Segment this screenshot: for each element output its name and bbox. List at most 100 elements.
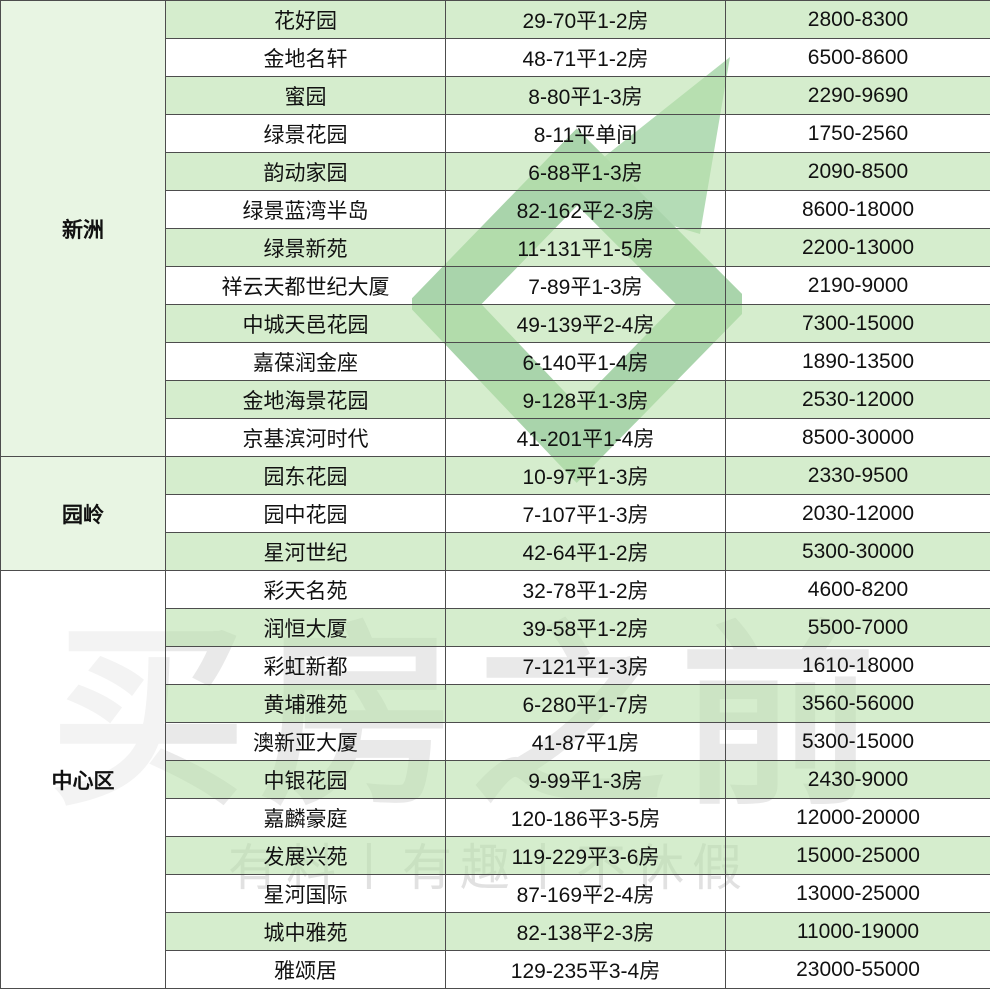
community-cell: 嘉葆润金座 (165, 342, 446, 381)
size-cell: 42-64平1-2房 (445, 532, 726, 571)
community-cell: 中银花园 (165, 760, 446, 799)
size-cell: 6-88平1-3房 (445, 152, 726, 191)
size-cell: 11-131平1-5房 (445, 228, 726, 267)
table-row: 园中花园 7-107平1-3房 2030-12000 (0, 494, 990, 533)
community-cell: 星河国际 (165, 874, 446, 913)
size-cell: 6-140平1-4房 (445, 342, 726, 381)
district-cell: 园岭 (0, 456, 166, 571)
table-row: 星河国际 87-169平2-4房 13000-25000 (0, 874, 990, 913)
size-cell: 87-169平2-4房 (445, 874, 726, 913)
price-cell: 5300-15000 (725, 722, 990, 761)
community-cell: 园中花园 (165, 494, 446, 533)
community-cell: 绿景蓝湾半岛 (165, 190, 446, 229)
price-cell: 2430-9000 (725, 760, 990, 799)
table-row: 嘉葆润金座 6-140平1-4房 1890-13500 (0, 342, 990, 381)
community-cell: 发展兴苑 (165, 836, 446, 875)
community-cell: 彩天名苑 (165, 570, 446, 609)
district-cell: 新洲 (0, 0, 166, 457)
price-cell: 1750-2560 (725, 114, 990, 153)
size-cell: 8-11平单间 (445, 114, 726, 153)
community-cell: 城中雅苑 (165, 912, 446, 951)
community-cell: 园东花园 (165, 456, 446, 495)
size-cell: 9-99平1-3房 (445, 760, 726, 799)
community-cell: 中城天邑花园 (165, 304, 446, 343)
table-row: 祥云天都世纪大厦 7-89平1-3房 2190-9000 (0, 266, 990, 305)
table-row: 中城天邑花园 49-139平2-4房 7300-15000 (0, 304, 990, 343)
price-cell: 13000-25000 (725, 874, 990, 913)
size-cell: 8-80平1-3房 (445, 76, 726, 115)
price-cell: 5300-30000 (725, 532, 990, 571)
community-cell: 韵动家园 (165, 152, 446, 191)
size-cell: 7-107平1-3房 (445, 494, 726, 533)
table-row: 新洲 花好园 29-70平1-2房 2800-8300 (0, 0, 990, 457)
size-cell: 7-121平1-3房 (445, 646, 726, 685)
price-cell: 12000-20000 (725, 798, 990, 837)
table-row: 星河世纪 42-64平1-2房 5300-30000 (0, 532, 990, 571)
community-cell: 花好园 (165, 0, 446, 39)
size-cell: 129-235平3-4房 (445, 950, 726, 989)
size-cell: 82-138平2-3房 (445, 912, 726, 951)
table-row: 金地名轩 48-71平1-2房 6500-8600 (0, 38, 990, 77)
community-cell: 彩虹新都 (165, 646, 446, 685)
price-cell: 8600-18000 (725, 190, 990, 229)
table-row: 润恒大厦 39-58平1-2房 5500-7000 (0, 608, 990, 647)
size-cell: 29-70平1-2房 (445, 0, 726, 39)
size-cell: 41-201平1-4房 (445, 418, 726, 457)
community-cell: 京基滨河时代 (165, 418, 446, 457)
price-cell: 2290-9690 (725, 76, 990, 115)
table-row: 韵动家园 6-88平1-3房 2090-8500 (0, 152, 990, 191)
table-row: 彩虹新都 7-121平1-3房 1610-18000 (0, 646, 990, 685)
table-row: 中心区 彩天名苑 32-78平1-2房 4600-8200 (0, 570, 990, 989)
community-cell: 星河世纪 (165, 532, 446, 571)
price-cell: 11000-19000 (725, 912, 990, 951)
community-cell: 蜜园 (165, 76, 446, 115)
table-row: 嘉麟豪庭 120-186平3-5房 12000-20000 (0, 798, 990, 837)
price-cell: 2190-9000 (725, 266, 990, 305)
size-cell: 39-58平1-2房 (445, 608, 726, 647)
price-cell: 2030-12000 (725, 494, 990, 533)
price-cell: 15000-25000 (725, 836, 990, 875)
table-row: 发展兴苑 119-229平3-6房 15000-25000 (0, 836, 990, 875)
community-cell: 绿景花园 (165, 114, 446, 153)
table-row: 园岭 园东花园 10-97平1-3房 2330-9500 (0, 456, 990, 571)
price-cell: 7300-15000 (725, 304, 990, 343)
community-cell: 祥云天都世纪大厦 (165, 266, 446, 305)
price-cell: 3560-56000 (725, 684, 990, 723)
size-cell: 7-89平1-3房 (445, 266, 726, 305)
price-cell: 6500-8600 (725, 38, 990, 77)
community-cell: 绿景新苑 (165, 228, 446, 267)
community-cell: 润恒大厦 (165, 608, 446, 647)
table-row: 绿景蓝湾半岛 82-162平2-3房 8600-18000 (0, 190, 990, 229)
district-cell: 中心区 (0, 570, 166, 989)
table-row: 京基滨河时代 41-201平1-4房 8500-30000 (0, 418, 990, 457)
size-cell: 41-87平1房 (445, 722, 726, 761)
size-cell: 120-186平3-5房 (445, 798, 726, 837)
size-cell: 82-162平2-3房 (445, 190, 726, 229)
community-cell: 澳新亚大厦 (165, 722, 446, 761)
community-cell: 嘉麟豪庭 (165, 798, 446, 837)
price-cell: 8500-30000 (725, 418, 990, 457)
price-cell: 1610-18000 (725, 646, 990, 685)
price-cell: 2090-8500 (725, 152, 990, 191)
table-row: 蜜园 8-80平1-3房 2290-9690 (0, 76, 990, 115)
table-row: 黄埔雅苑 6-280平1-7房 3560-56000 (0, 684, 990, 723)
table-row: 中银花园 9-99平1-3房 2430-9000 (0, 760, 990, 799)
size-cell: 9-128平1-3房 (445, 380, 726, 419)
price-cell: 23000-55000 (725, 950, 990, 989)
community-cell: 雅颂居 (165, 950, 446, 989)
size-cell: 10-97平1-3房 (445, 456, 726, 495)
price-cell: 2330-9500 (725, 456, 990, 495)
price-cell: 2200-13000 (725, 228, 990, 267)
price-cell: 5500-7000 (725, 608, 990, 647)
price-cell: 1890-13500 (725, 342, 990, 381)
table-row: 澳新亚大厦 41-87平1房 5300-15000 (0, 722, 990, 761)
size-cell: 49-139平2-4房 (445, 304, 726, 343)
community-cell: 金地名轩 (165, 38, 446, 77)
price-cell: 2800-8300 (725, 0, 990, 39)
size-cell: 32-78平1-2房 (445, 570, 726, 609)
price-cell: 4600-8200 (725, 570, 990, 609)
community-cell: 黄埔雅苑 (165, 684, 446, 723)
size-cell: 48-71平1-2房 (445, 38, 726, 77)
